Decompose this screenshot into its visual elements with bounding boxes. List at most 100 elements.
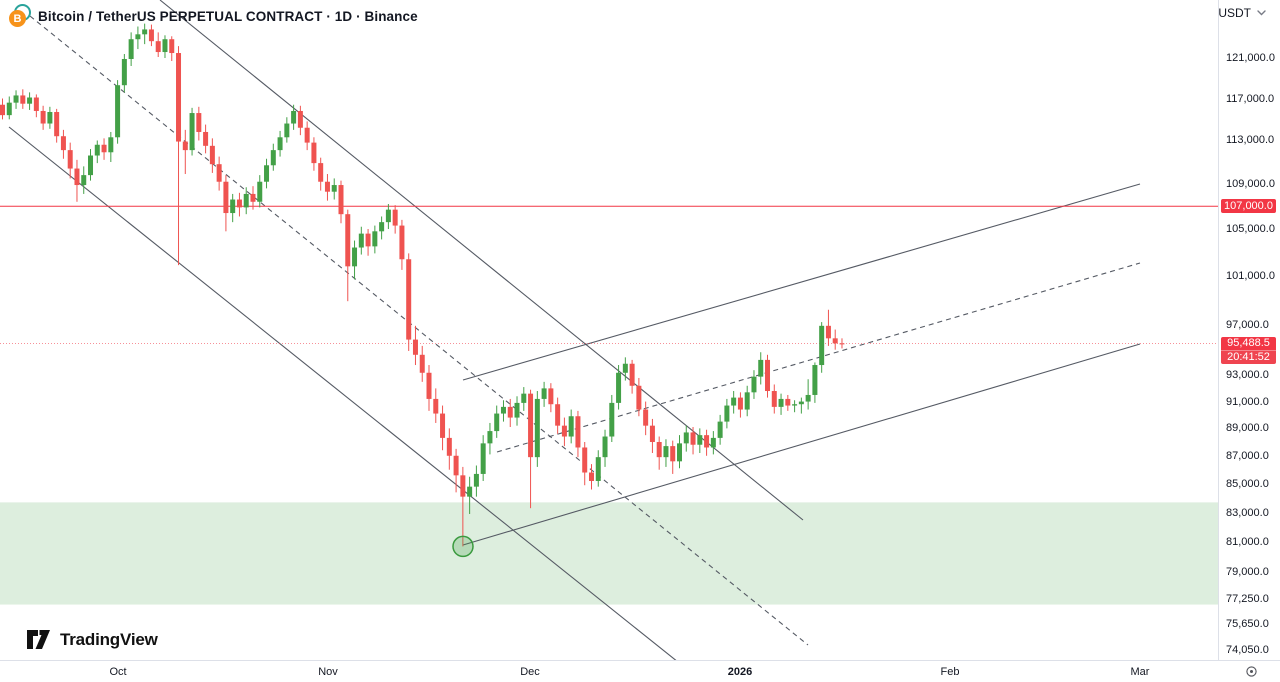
candle-body (677, 443, 682, 462)
candle-body (609, 402, 615, 437)
candle-body (561, 425, 567, 437)
ascending-channel-mid[interactable] (496, 262, 1141, 453)
candle-body (155, 41, 161, 53)
candle-body (304, 127, 310, 143)
candle-body (792, 404, 798, 406)
candle-body (494, 413, 500, 432)
chevron-down-icon (1257, 10, 1266, 16)
candle-body (839, 343, 845, 345)
candle-body (758, 359, 764, 377)
candle-body (636, 385, 642, 410)
time-tick-dec: Dec (520, 666, 540, 678)
candle-body (135, 34, 141, 40)
candle-body (291, 110, 297, 124)
candle-body (40, 110, 46, 124)
candle-countdown: 20:41:52 (1221, 349, 1276, 364)
price-tick: 79,000.0 (1226, 566, 1269, 579)
candle-body (588, 472, 594, 481)
candle-body (223, 181, 229, 214)
candle-body (541, 388, 547, 399)
symbol-title[interactable]: Bitcoin / TetherUS PERPETUAL CONTRACT · … (38, 8, 418, 24)
candle-body (338, 185, 344, 215)
candle-body (0, 104, 5, 116)
candle-body (473, 473, 479, 487)
candle-body (778, 398, 784, 407)
price-axis[interactable]: 121,000.0 117,000.0 113,000.0 109,000.0 105,… (1218, 0, 1280, 660)
candle-body (785, 398, 791, 406)
time-tick-feb: Feb (940, 666, 960, 678)
candle-body (521, 393, 527, 403)
candle-body (385, 209, 391, 223)
price-tick: 75,650.0 (1226, 618, 1269, 631)
candle-body (392, 209, 398, 226)
currency-label: USDT (1218, 6, 1251, 20)
candle-body (257, 181, 263, 202)
candle-body (419, 354, 425, 373)
candle-body (690, 432, 696, 445)
symbol-legend[interactable]: B Bitcoin / TetherUS PERPETUAL CONTRACT … (8, 4, 418, 28)
candles-layer (0, 23, 845, 547)
chart-canvas[interactable] (0, 0, 1218, 660)
candle-body (13, 95, 19, 103)
candle-body (406, 259, 412, 340)
time-axis[interactable]: Oct Nov Dec 2026 Feb Mar (0, 660, 1280, 682)
candle-body (270, 150, 276, 166)
candle-body (616, 372, 622, 403)
candle-body (318, 163, 324, 182)
candle-body (399, 225, 405, 260)
candle-body (148, 29, 154, 42)
candle-body (643, 409, 649, 426)
candle-body (33, 97, 39, 111)
candle-body (663, 446, 669, 458)
descending-channel-lower[interactable] (8, 126, 703, 660)
price-tick: 81,000.0 (1226, 535, 1269, 548)
candle-body (121, 58, 127, 86)
currency-dropdown[interactable]: USDT (1218, 6, 1266, 20)
candle-body (555, 404, 561, 426)
bitcoin-pair-icon: B (8, 4, 32, 28)
candle-body (426, 372, 432, 399)
candle-body (446, 437, 452, 456)
candle-body (250, 193, 256, 202)
demand-zone[interactable] (0, 502, 1218, 605)
candle-body (236, 199, 242, 208)
candle-body (142, 29, 148, 35)
candle-body (115, 85, 121, 138)
candle-body (683, 432, 689, 444)
candle-body (467, 486, 473, 497)
candle-body (798, 401, 804, 405)
candle-body (819, 325, 825, 366)
candle-body (480, 443, 486, 474)
price-tick: 121,000.0 (1226, 52, 1275, 64)
tradingview-logo[interactable]: TradingView (27, 629, 158, 650)
candle-body (656, 441, 662, 458)
time-tick-mar: Mar (1130, 666, 1150, 678)
ascending-channel-upper[interactable] (462, 183, 1141, 381)
time-tick-2026: 2026 (727, 666, 753, 678)
axis-settings-button[interactable] (1245, 665, 1258, 682)
candle-body (832, 338, 838, 344)
candle-body (209, 145, 215, 165)
tradingview-logo-text: TradingView (60, 629, 158, 649)
candle-body (670, 446, 676, 462)
candle-body (352, 247, 358, 267)
price-tick: 105,000.0 (1226, 223, 1275, 236)
candle-body (94, 144, 100, 156)
price-tick: 91,000.0 (1226, 395, 1269, 408)
candle-body (771, 391, 777, 407)
candle-body (358, 233, 364, 248)
price-tick: 87,000.0 (1226, 449, 1269, 462)
current-price-value: 95,488.5 (1221, 336, 1276, 350)
price-tick: 93,000.0 (1226, 369, 1269, 382)
price-tick: 77,250.0 (1226, 593, 1269, 606)
descending-channel-mid[interactable] (29, 15, 809, 646)
ascending-channel-lower[interactable] (462, 343, 1141, 546)
candle-body (704, 435, 710, 448)
circle-marker[interactable] (452, 535, 474, 558)
candle-body (101, 144, 107, 153)
candle-body (203, 131, 209, 146)
descending-channel-upper[interactable] (159, 0, 804, 521)
time-tick-oct: Oct (109, 666, 127, 678)
candle-body (629, 363, 635, 386)
